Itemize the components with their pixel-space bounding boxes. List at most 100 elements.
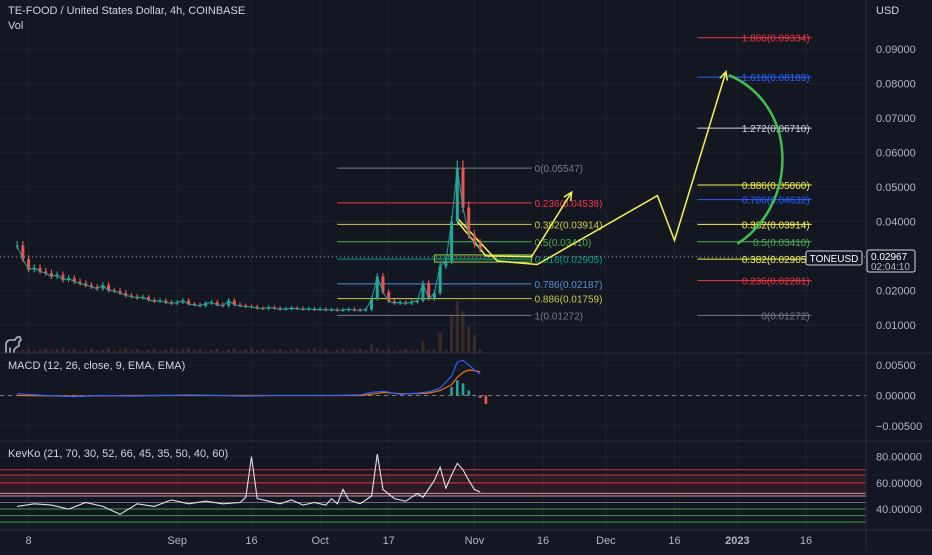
volume-bar: [15, 351, 19, 353]
fib-retracement-level[interactable]: 0.786(0.02187): [337, 280, 602, 291]
fib-retracement-level[interactable]: 0.382(0.03914): [337, 220, 602, 231]
fib-level-label: 0.786(0.04632): [742, 196, 810, 207]
fib-level-label: 0.618(0.02905): [535, 255, 603, 266]
candle-body: [164, 300, 168, 303]
time-axis-tick-label: 16: [800, 535, 812, 547]
volume-bar: [272, 350, 276, 353]
fib-retracement-level[interactable]: 1(0.01272): [337, 311, 583, 322]
fib-retracement-level[interactable]: 0.236(0.04538): [337, 199, 602, 210]
fib-level-label: 0.382(0.03914): [742, 220, 810, 231]
green-arc-curve[interactable]: [728, 73, 784, 245]
candle-body: [101, 285, 105, 289]
candle-body: [461, 168, 465, 208]
time-axis-tick-label: Sep: [167, 535, 187, 547]
volume-bar: [141, 351, 145, 353]
candle-body: [89, 285, 93, 287]
drawing-layer[interactable]: 0(0.05547) 0.236(0.04538) 0.382(0.03914) 0.…: [337, 34, 812, 323]
fib-extension-level[interactable]: 0.5(0.03410): [697, 238, 812, 249]
volume-bar: [335, 350, 339, 353]
support-zone-box[interactable]: [433, 254, 533, 263]
fib-extension-level[interactable]: 0.382(0.03914): [697, 220, 812, 231]
fib-level-label: 1.886(0.09334): [742, 34, 810, 45]
candle-body: [181, 300, 185, 303]
macd-histogram-bar: [450, 386, 453, 396]
volume-bar: [329, 351, 334, 353]
fib-level-label: 0.786(0.02187): [535, 280, 603, 291]
candle-body: [27, 259, 31, 270]
volume-bar: [238, 350, 242, 353]
macd-histogram-bar: [478, 395, 482, 398]
macd-axis-tick-label: 0.00500: [876, 360, 916, 372]
candle-body: [204, 303, 208, 306]
candle-body: [118, 291, 122, 294]
volume-bar: [32, 350, 36, 353]
macd-histogram-bar: [473, 394, 476, 396]
volume-bar: [438, 332, 442, 353]
candle-body: [187, 300, 191, 305]
kevko-axis-tick-label: 80.00000: [876, 452, 922, 464]
fib-extension-level[interactable]: 0.786(0.04632): [697, 196, 812, 207]
fib-level-label: 0.886(0.05060): [742, 181, 810, 192]
volume-layer: [15, 301, 482, 353]
time-axis-tick-label: 16: [668, 535, 680, 547]
candle-body: [438, 266, 442, 294]
fib-extension-level[interactable]: 0.382(0.02905): [697, 255, 812, 266]
volume-bar: [221, 350, 225, 353]
volume-bar: [352, 349, 357, 353]
arrow-head: [719, 69, 729, 81]
price-axis-tick-label: 0.07000: [876, 113, 916, 125]
candle-body: [67, 278, 71, 280]
volume-bar: [72, 349, 76, 353]
fib-retracement-level[interactable]: 0(0.05547): [337, 164, 583, 175]
fib-extension-level[interactable]: 1.272(0.06710): [697, 124, 812, 135]
fib-retracement-level[interactable]: 0.5(0.03410): [337, 238, 591, 249]
volume-bar: [158, 350, 162, 353]
volume-bar: [152, 348, 156, 353]
candle-body: [135, 296, 139, 298]
volume-bar: [375, 348, 379, 353]
volume-bar: [444, 350, 448, 353]
fib-level-label: 0(0.01272): [761, 311, 809, 322]
fib-extension-level[interactable]: 1.886(0.09334): [697, 34, 812, 45]
macd-histogram-bar: [467, 390, 471, 396]
candle-body: [455, 168, 459, 222]
volume-bar: [187, 348, 191, 353]
time-axis-tick-label: 8: [26, 535, 32, 547]
volume-bar: [347, 350, 351, 353]
candle-body: [375, 276, 379, 299]
volume-bar: [415, 349, 419, 353]
candle-body: [381, 276, 385, 293]
dinosaur-logo-icon[interactable]: [5, 336, 22, 353]
current-price-tag[interactable]: TONEUSD 0.02967 02:04:10: [805, 249, 916, 273]
volume-bar: [381, 350, 385, 353]
fib-extension-level[interactable]: 0.236(0.02281): [697, 277, 812, 288]
fib-level-label: 0(0.05547): [535, 164, 583, 175]
volume-bar: [61, 348, 65, 353]
axis-layer: 0.010000.020000.030000.040000.050000.060…: [26, 44, 923, 547]
time-axis-tick-label: Nov: [465, 535, 485, 547]
volume-bar: [455, 301, 459, 353]
candle-body: [432, 293, 436, 299]
fib-level-label: 1.272(0.06710): [742, 124, 810, 135]
fib-level-label: 0.382(0.02905): [742, 255, 810, 266]
candle-body: [415, 300, 419, 303]
price-axis-tick-label: 0.04000: [876, 216, 916, 228]
candle-body: [444, 261, 448, 267]
time-axis-tick-label: 17: [383, 535, 395, 547]
candle-body: [255, 306, 259, 309]
fib-extension-level[interactable]: 1.618(0.08189): [697, 73, 812, 84]
projection-arrow-long[interactable]: [456, 69, 729, 266]
fib-extension-level[interactable]: 0(0.01272): [697, 311, 812, 322]
candle-body: [215, 302, 219, 305]
volume-bar: [21, 350, 25, 353]
volume-bar: [358, 348, 362, 353]
volume-bar: [66, 350, 71, 353]
candle-body: [49, 273, 53, 277]
candle-body: [95, 286, 99, 289]
fib-extension-level[interactable]: 0.886(0.05060): [697, 181, 812, 192]
macd-histogram-bar: [484, 395, 488, 404]
candle-body: [478, 243, 482, 249]
